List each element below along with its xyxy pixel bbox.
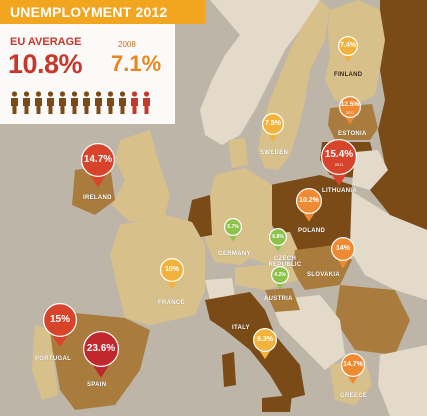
marker-estonia[interactable]: 12.5% 2011 [339,96,361,125]
marker-value: 4.2% [274,271,286,278]
eu-average-panel: EU AVERAGE 2008 10.8% 7.1% [0,24,175,124]
marker-value: 9.3% [257,335,273,343]
marker-value: 14.7% [343,360,363,368]
ukraine-shape [350,190,427,300]
marker-value: 14% [335,244,350,252]
balkans-shape [270,295,345,370]
map-pin-icon [296,188,322,222]
person-icon [119,91,126,114]
person-icon [35,91,42,114]
marker-poland[interactable]: 10.2% [296,188,322,222]
marker-france[interactable]: 10% [160,258,184,290]
estonia-shape [328,104,378,140]
marker-value: 14.7% [83,153,113,165]
country-label-czech-republic: CZECH REPUBLIC [268,256,302,268]
marker-italy[interactable]: 9.3% [253,328,277,360]
marker-value: 15.4% [324,148,354,160]
person-icon [71,91,78,114]
marker-value: 7.4% [340,41,356,49]
map-pin-icon [81,143,115,188]
country-label-poland: POLAND [298,228,326,234]
country-label-lithuania: LITHUANIA [322,188,358,194]
map-pin-icon [271,266,289,290]
map-pin-icon [83,331,119,378]
turkey-shape [378,345,427,416]
marker-value: 10.2% [299,196,319,204]
marker-spain[interactable]: 23.6% [83,331,119,378]
person-icon [11,91,18,114]
person-icon [95,91,102,114]
romania-shape [335,285,410,355]
country-label-finland: FINLAND [334,72,363,78]
country-label-estonia: ESTONIA [338,131,367,137]
marker-year: 2011 [334,161,344,167]
map-pin-icon [43,303,77,348]
marker-ireland[interactable]: 14.7% [81,143,115,188]
person-icon [107,91,114,114]
marker-year: 2011 [345,109,355,115]
country-label-greece: GREECE [340,393,368,399]
czech-shape [250,232,300,265]
person-icon [47,91,54,114]
marker-value: 5.7% [227,223,239,230]
map-pin-icon [321,139,357,186]
country-label-italy: ITALY [232,325,250,331]
sicily-shape [262,395,292,412]
marker-value: 15% [49,313,70,325]
map-pin-icon [224,218,242,242]
marker-value: 10% [164,265,179,273]
sardinia-shape [222,352,236,387]
country-label-spain: SPAIN [87,382,107,388]
marker-greece[interactable]: 14.7% [341,353,365,385]
eu-average-label: EU AVERAGE [10,36,82,48]
switzerland-shape [205,278,235,300]
portugal-shape [32,325,58,400]
marker-value: 12.5% [340,100,360,108]
marker-czech-republic[interactable]: 6.8% [269,228,287,252]
country-label-germany: GERMANY [218,251,251,257]
marker-austria[interactable]: 4.2% [271,266,289,290]
marker-slovakia[interactable]: 14% [331,237,355,269]
country-label-portugal: PORTUGAL [35,356,72,362]
france-shape [110,215,205,325]
marker-portugal[interactable]: 15% [43,303,77,348]
map-pin-icon [341,353,365,385]
country-label-sweden: SWEDEN [260,150,289,156]
belarus-shape [352,150,388,190]
marker-germany[interactable]: 5.7% [224,218,242,242]
marker-finland[interactable]: 7.4% [338,36,358,62]
prev-year-label: 2008 [118,40,136,49]
person-icon [143,91,150,114]
map-pin-icon [339,96,361,125]
marker-lithuania[interactable]: 15.4% 2011 [321,139,357,186]
person-icon [131,91,138,114]
country-label-france: FRANCE [158,300,185,306]
map-pin-icon [331,237,355,269]
marker-value: 7.5% [265,119,281,127]
map-pin-icon [338,36,358,62]
map-title: UNEMPLOYMENT 2012 [0,0,205,24]
marker-sweden[interactable]: 7.5% [262,113,284,142]
country-label-austria: AUSTRIA [264,296,293,302]
country-label-slovakia: SLOVAKIA [307,272,340,278]
country-label-ireland: IRELAND [83,195,112,201]
person-icon [23,91,30,114]
britain-shape [112,130,170,222]
map-pin-icon [253,328,277,360]
prev-year-value: 7.1% [111,51,162,76]
denmark-shape [228,138,248,168]
slovenia-shape [265,288,300,312]
marker-value: 6.8% [272,233,284,240]
map-pin-icon [160,258,184,290]
map-pin-icon [269,228,287,252]
marker-value: 23.6% [86,342,116,354]
norway-shape [200,0,320,145]
person-icon [59,91,66,114]
person-icon [83,91,90,114]
eu-average-value: 10.8% [8,49,83,79]
map-pin-icon [262,113,284,142]
